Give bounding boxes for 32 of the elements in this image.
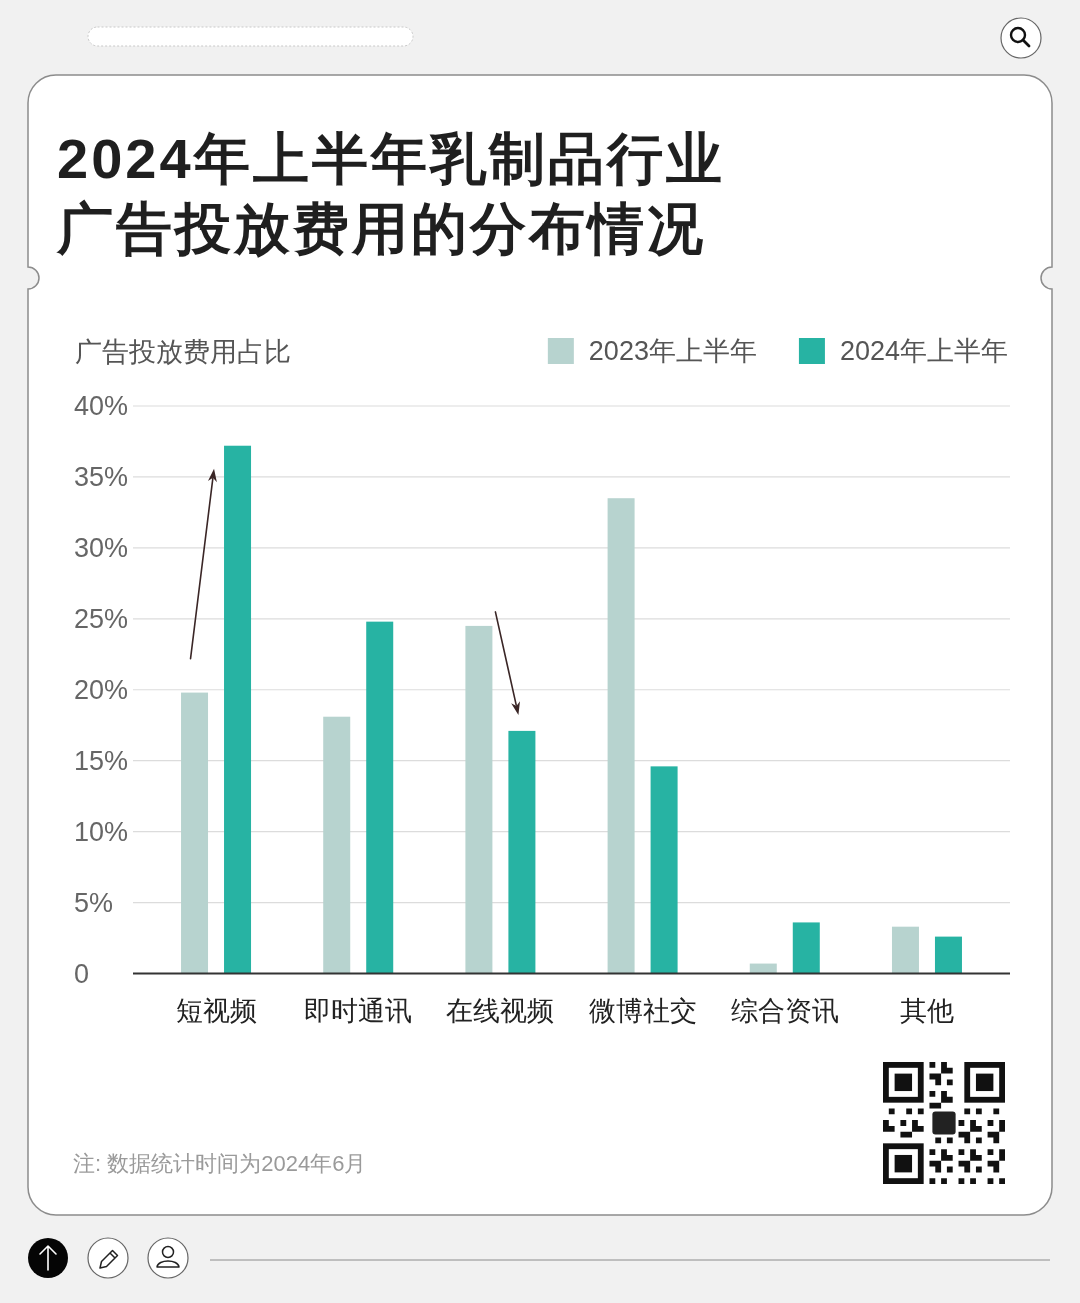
y-tick-label: 25% — [74, 603, 129, 634]
x-tick-label: 在线视频 — [446, 996, 555, 1026]
y-tick-label: 0 — [74, 958, 90, 989]
legend-label: 2023年上半年 — [588, 336, 757, 366]
legend-label: 2024年上半年 — [839, 336, 1008, 366]
bar — [607, 498, 635, 974]
chart-title: 2024年上半年乳制品行业广告投放费用的分布情况 — [57, 126, 726, 262]
x-tick-label: 即时通讯 — [304, 996, 413, 1026]
y-tick-label: 30% — [74, 532, 129, 563]
bar — [323, 716, 351, 974]
y-axis-title: 广告投放费用占比 — [75, 337, 291, 367]
y-tick-label: 20% — [74, 674, 129, 705]
bar — [792, 922, 820, 974]
bar — [934, 936, 962, 974]
y-tick-label: 40% — [74, 391, 129, 421]
x-tick-label: 微博社交 — [588, 996, 697, 1026]
y-tick-label: 10% — [74, 816, 129, 847]
y-tick-label: 5% — [74, 887, 114, 918]
text: 注: 数据统计时间为2024年6月 — [73, 1150, 367, 1176]
x-tick-label: 其他 — [899, 996, 954, 1026]
bar — [366, 621, 394, 974]
bar — [650, 766, 678, 974]
y-tick-label: 15% — [74, 745, 129, 776]
bar — [749, 963, 777, 974]
bar — [181, 692, 209, 974]
bar — [891, 926, 919, 974]
x-tick-label: 短视频 — [175, 996, 257, 1026]
bar — [465, 625, 493, 974]
x-tick-label: 综合资讯 — [730, 996, 839, 1026]
bar — [224, 445, 252, 974]
bar — [508, 730, 536, 974]
y-tick-label: 35% — [74, 461, 129, 492]
